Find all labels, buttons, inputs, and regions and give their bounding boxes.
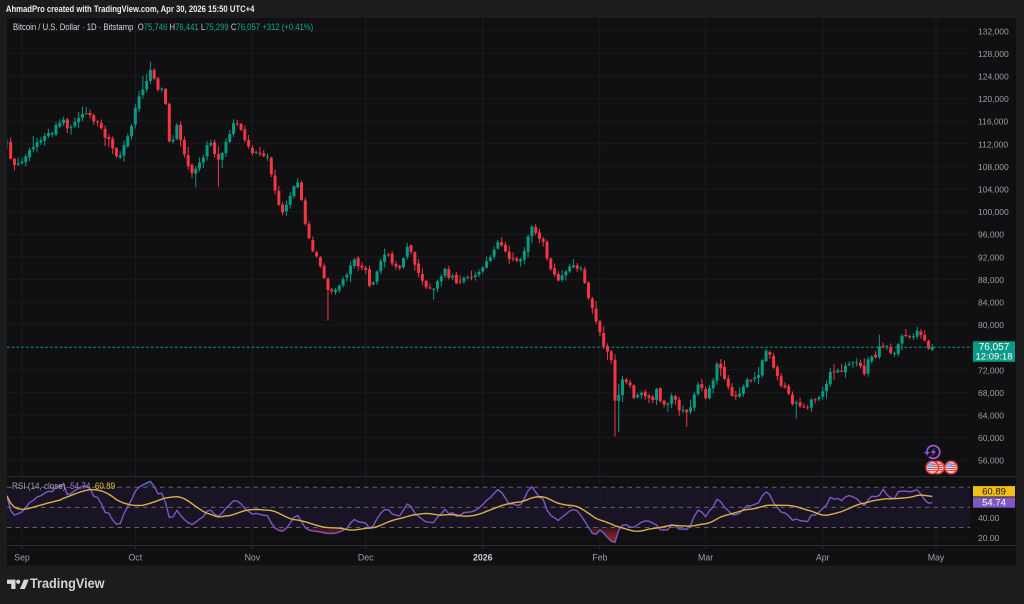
svg-text:Feb: Feb bbox=[592, 553, 607, 563]
svg-text:68,000: 68,000 bbox=[978, 388, 1004, 398]
svg-text:112,000: 112,000 bbox=[978, 139, 1008, 149]
svg-text:Nov: Nov bbox=[245, 553, 261, 563]
svg-text:96,000: 96,000 bbox=[978, 230, 1004, 240]
svg-text:76,057: 76,057 bbox=[979, 342, 1010, 353]
svg-text:54.74: 54.74 bbox=[982, 498, 1006, 509]
svg-text:20.00: 20.00 bbox=[978, 533, 1000, 543]
svg-text:Mar: Mar bbox=[698, 553, 713, 563]
svg-text:124,000: 124,000 bbox=[978, 72, 1009, 82]
svg-text:2026: 2026 bbox=[473, 553, 493, 563]
svg-text:88,000: 88,000 bbox=[978, 275, 1004, 285]
svg-text:60,000: 60,000 bbox=[978, 433, 1004, 443]
svg-text:40.00: 40.00 bbox=[978, 513, 1000, 523]
svg-text:May: May bbox=[928, 553, 945, 563]
svg-text:72,000: 72,000 bbox=[978, 365, 1004, 375]
svg-text:120,000: 120,000 bbox=[978, 94, 1009, 104]
svg-text:132,000: 132,000 bbox=[978, 26, 1009, 36]
svg-text:104,000: 104,000 bbox=[978, 185, 1009, 195]
svg-text:80,000: 80,000 bbox=[978, 320, 1004, 330]
svg-text:100,000: 100,000 bbox=[978, 207, 1009, 217]
svg-text:Dec: Dec bbox=[358, 553, 374, 563]
svg-text:116,000: 116,000 bbox=[978, 117, 1008, 127]
svg-text:108,000: 108,000 bbox=[978, 162, 1009, 172]
svg-text:84,000: 84,000 bbox=[978, 298, 1004, 308]
svg-text:64,000: 64,000 bbox=[978, 411, 1004, 421]
svg-text:Oct: Oct bbox=[128, 553, 142, 563]
svg-text:Apr: Apr bbox=[816, 553, 830, 563]
svg-text:60.89: 60.89 bbox=[982, 486, 1006, 497]
svg-text:56,000: 56,000 bbox=[978, 456, 1004, 466]
svg-text:12:09:18: 12:09:18 bbox=[976, 352, 1013, 363]
svg-text:Sep: Sep bbox=[14, 553, 30, 563]
svg-text:128,000: 128,000 bbox=[978, 49, 1009, 59]
svg-text:92,000: 92,000 bbox=[978, 252, 1004, 262]
